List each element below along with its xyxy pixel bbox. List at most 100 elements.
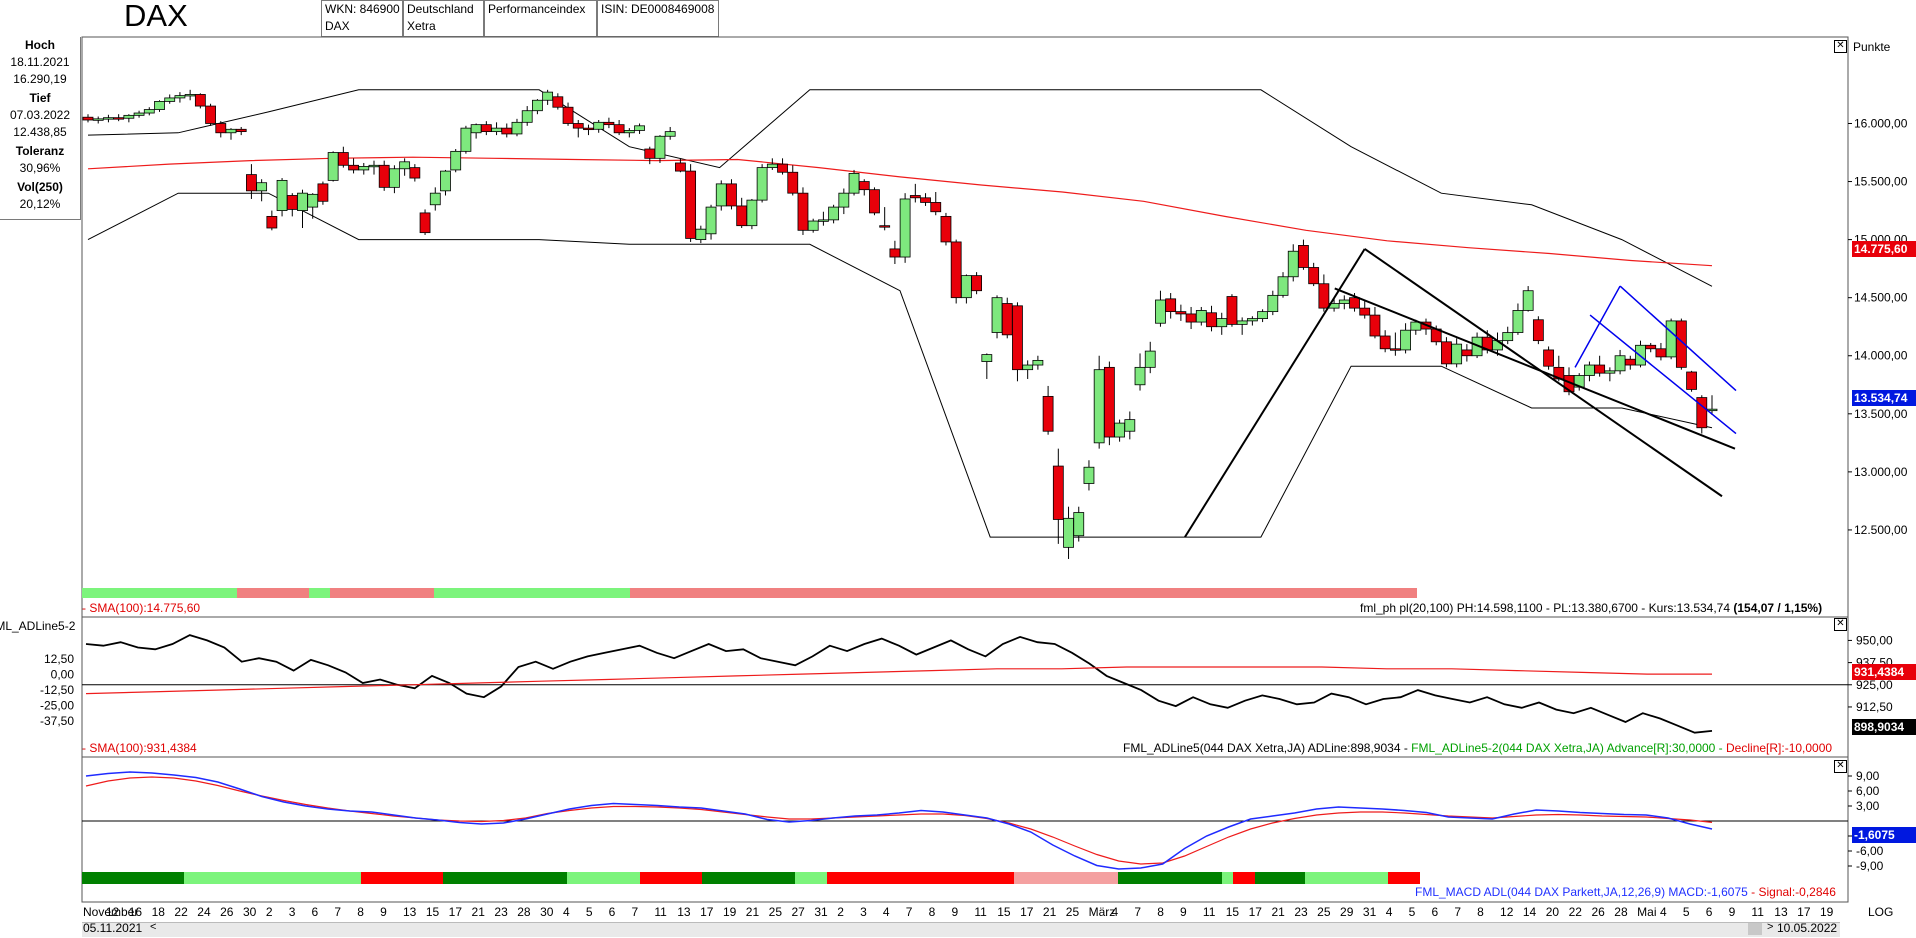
scrollbar-thumb[interactable] bbox=[1748, 923, 1762, 935]
date-tick-label: 22 bbox=[174, 905, 188, 919]
candle-up bbox=[532, 99, 543, 112]
candle-up bbox=[634, 125, 645, 131]
candle-up bbox=[1022, 364, 1034, 371]
candle-down bbox=[583, 127, 594, 131]
ad-left-tick-label: -25,00 bbox=[40, 699, 74, 713]
candle-down bbox=[950, 241, 962, 299]
candle-up bbox=[746, 199, 758, 227]
date-tick-label: 7 bbox=[632, 905, 639, 919]
candle-down bbox=[286, 195, 298, 210]
candle-down bbox=[1103, 366, 1115, 438]
candle-down bbox=[266, 215, 278, 229]
last-price-badge: 13.534,74 bbox=[1852, 390, 1916, 406]
candle-down bbox=[378, 164, 390, 188]
tolerance-value: 30,96% bbox=[19, 161, 61, 175]
candle-up bbox=[766, 163, 778, 169]
candle-up bbox=[1338, 299, 1350, 304]
date-tick-label: 5 bbox=[1409, 905, 1416, 919]
candle-down bbox=[869, 189, 880, 214]
date-tick-label: 4 bbox=[1111, 905, 1118, 919]
candle-up bbox=[1236, 320, 1248, 325]
date-tick-label: 7 bbox=[1134, 905, 1141, 919]
macd-signal-segment bbox=[361, 872, 443, 884]
signal-bar-segment bbox=[630, 588, 1417, 598]
date-tick-label: 17 bbox=[1797, 905, 1811, 919]
date-tick-label: 6 bbox=[1431, 905, 1438, 919]
downtrend-channel-upper bbox=[1334, 287, 1736, 450]
candle-down bbox=[889, 248, 901, 258]
main-status-change: (154,07 / 1,15%) bbox=[1733, 601, 1823, 615]
candle-up bbox=[817, 219, 829, 222]
main-status-text: fml_ph pl(20,100) PH:14.598,1100 - PL:13… bbox=[1360, 601, 1734, 615]
low-date: 07.03.2022 bbox=[9, 108, 71, 122]
close-main-panel-icon[interactable]: ✕ bbox=[1834, 40, 1847, 53]
date-tick-label: 27 bbox=[792, 905, 806, 919]
candle-down bbox=[777, 163, 788, 173]
date-tick-label: 15 bbox=[1226, 905, 1240, 919]
date-tick-label: 7 bbox=[906, 905, 913, 919]
date-tick-label: 18 bbox=[152, 905, 166, 919]
date-tick-label: 19 bbox=[723, 905, 737, 919]
date-tick-label: 30 bbox=[243, 905, 257, 919]
ad-status-black: FML_ADLine5(044 DAX Xetra,JA) ADLine:898… bbox=[1123, 741, 1412, 755]
candle-up bbox=[358, 166, 370, 171]
candle-up bbox=[1093, 369, 1105, 444]
blue-channel-lower bbox=[1589, 314, 1737, 435]
candle-down bbox=[337, 152, 349, 166]
macd-signal-segment bbox=[1233, 872, 1255, 884]
candle-down bbox=[1655, 348, 1667, 358]
close-macd-panel-icon[interactable]: ✕ bbox=[1834, 760, 1847, 773]
date-tick-label: März bbox=[1089, 905, 1116, 919]
price-tick-label: 15.500,00 bbox=[1854, 175, 1908, 189]
isin-cell: ISIN: DE0008469008 bbox=[597, 0, 719, 37]
candle-up bbox=[460, 127, 472, 152]
ad-tick-label: 925,00 bbox=[1856, 678, 1893, 692]
ad-line-series bbox=[85, 634, 1713, 734]
date-tick-label: 4 bbox=[883, 905, 890, 919]
date-tick-label: 9 bbox=[952, 905, 959, 919]
candle-up bbox=[133, 112, 145, 116]
exchange-venue: Xetra bbox=[407, 19, 436, 33]
candle-up bbox=[838, 192, 850, 208]
date-tick-label: 13 bbox=[1774, 905, 1788, 919]
date-tick-label: November bbox=[83, 905, 138, 919]
volatility-label: Vol(250) bbox=[17, 180, 63, 194]
candle-up bbox=[991, 297, 1003, 333]
date-tick-label: 4 bbox=[563, 905, 570, 919]
price-tick-label: 14.500,00 bbox=[1854, 291, 1908, 305]
candle-down bbox=[1042, 395, 1054, 432]
scrollbar-left-arrow-icon[interactable]: < bbox=[150, 921, 157, 933]
candle-down bbox=[1012, 305, 1023, 371]
candle-up bbox=[1216, 318, 1228, 328]
exchange-country: Deutschland bbox=[407, 2, 474, 16]
candle-up bbox=[1522, 290, 1534, 311]
candle-down bbox=[726, 183, 737, 207]
candle-down bbox=[235, 128, 247, 133]
date-tick-label: 4 bbox=[1660, 905, 1667, 919]
candle-down bbox=[480, 124, 492, 133]
date-tick-label: 12 bbox=[1500, 905, 1514, 919]
main-panel-frame bbox=[81, 36, 1849, 618]
candle-up bbox=[1604, 370, 1616, 374]
candle-down bbox=[552, 96, 564, 108]
candle-down bbox=[675, 162, 686, 172]
date-tick-label: 13 bbox=[677, 905, 691, 919]
stats-sidebar: Hoch 18.11.2021 16.290,19 Tief 07.03.202… bbox=[0, 37, 81, 220]
candle-down bbox=[1645, 344, 1657, 350]
candle-down bbox=[215, 123, 227, 134]
candle-up bbox=[429, 192, 441, 206]
date-tick-label: 17 bbox=[1249, 905, 1263, 919]
candle-up bbox=[174, 95, 186, 99]
candle-up bbox=[807, 220, 819, 231]
scroll-end-date: 10.05.2022 bbox=[1777, 921, 1838, 935]
candle-up bbox=[756, 167, 768, 201]
candle-up bbox=[154, 101, 165, 110]
date-scrollbar[interactable] bbox=[82, 922, 1840, 937]
close-ad-panel-icon[interactable]: ✕ bbox=[1834, 618, 1847, 631]
date-tick-label: 15 bbox=[426, 905, 440, 919]
ad-left-tick-label: -12,50 bbox=[40, 683, 74, 697]
log-scale-toggle[interactable]: LOG bbox=[1868, 905, 1894, 919]
scrollbar-right-arrow-icon[interactable]: > bbox=[1767, 921, 1774, 933]
macd-signal-segment bbox=[567, 872, 640, 884]
